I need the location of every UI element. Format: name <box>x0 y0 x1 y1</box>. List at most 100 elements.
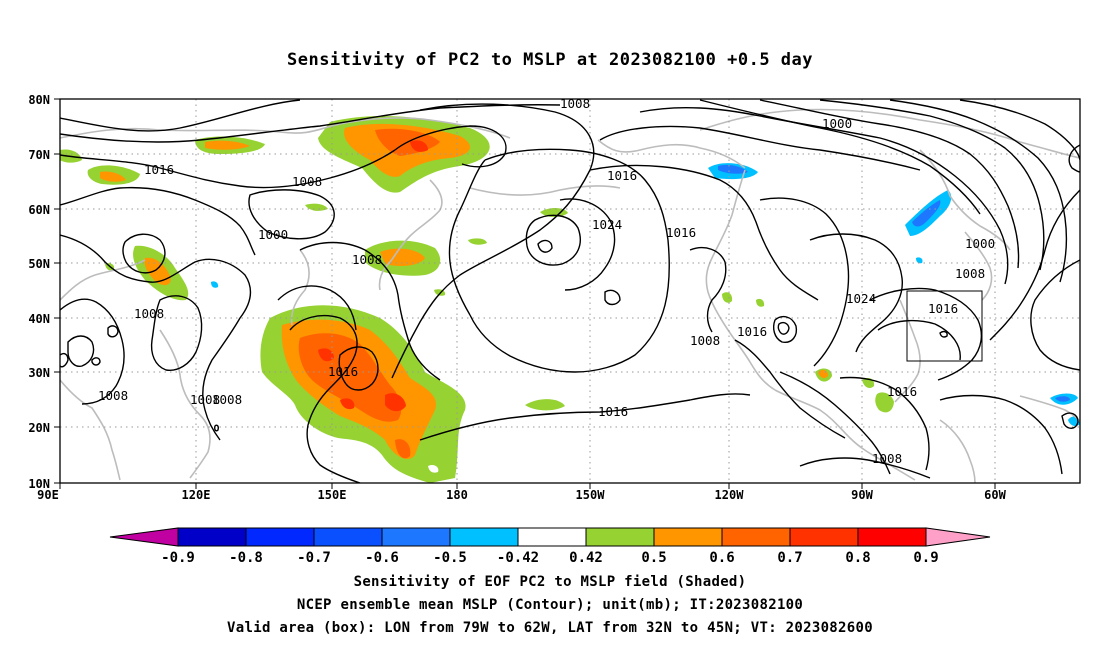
positive-sensitivity-area <box>305 203 328 211</box>
coastline <box>60 117 511 139</box>
isobar <box>60 352 69 368</box>
colorbar-label: 0.9 <box>913 550 938 566</box>
lon-tick-label: 60W <box>984 488 1006 502</box>
colorbar-label: 0.6 <box>709 550 734 566</box>
positive-sensitivity-core <box>100 171 126 182</box>
negative-sensitivity-core <box>912 200 941 227</box>
coastline <box>290 249 310 326</box>
lon-tick-label: 90E <box>37 488 59 502</box>
colorbar-swatch <box>721 527 791 547</box>
contour-label: 1016 <box>607 168 637 183</box>
caption-valid-area: Valid area (box): LON from 79W to 62W, L… <box>227 620 873 636</box>
colorbar-label: -0.6 <box>365 550 399 566</box>
colorbar-swatch <box>517 527 587 547</box>
weak-sensitivity-gap <box>428 464 439 473</box>
colorbar-labels: -0.9 -0.8 -0.7 -0.6 -0.5 -0.42 0.42 0.5 0.6 0.7 0.… <box>161 550 939 566</box>
isobar <box>289 314 361 483</box>
positive-sensitivity-area <box>525 399 565 411</box>
coastline <box>159 329 211 479</box>
lon-tick-label: 120E <box>182 488 211 502</box>
isobar <box>107 325 119 338</box>
contour-label: 1008 <box>190 392 220 407</box>
coastline <box>939 419 976 483</box>
contour-label: 1008 <box>134 306 164 321</box>
colorbar-swatch <box>313 527 383 547</box>
colorbar-arrow-low <box>109 527 179 547</box>
isobar <box>599 125 921 171</box>
mslp-contours <box>60 99 1080 483</box>
lat-tick-label: 30N <box>28 366 50 380</box>
contour-label: 1016 <box>598 404 628 419</box>
colorbar-label: -0.9 <box>161 550 195 566</box>
coastline <box>469 185 621 196</box>
positive-sensitivity-core <box>144 257 171 286</box>
contour-label: 1008 <box>98 388 128 403</box>
isobar <box>299 241 441 381</box>
colorbar-swatch <box>585 527 655 547</box>
lat-tick-label: 60N <box>28 203 50 217</box>
negative-sensitivity-core <box>718 164 748 174</box>
negative-sensitivity-core <box>1055 396 1070 402</box>
positive-sensitivity-area <box>722 292 733 303</box>
isobar <box>773 315 798 343</box>
colorbar-swatch <box>857 527 927 547</box>
contour-label: 1008 <box>872 451 902 466</box>
colorbar-swatch <box>653 527 723 547</box>
colorbar-arrow-high <box>925 527 991 547</box>
peak-sensitivity-area <box>410 140 428 152</box>
contour-labels: 1008 1000 1016 1008 1000 1008 1008 1016 … <box>98 96 995 466</box>
plot-frame <box>59 98 1081 484</box>
coastline <box>699 108 1080 159</box>
sensitivity-shading <box>60 116 1080 483</box>
contour-label: 1008 <box>352 252 382 267</box>
coastline <box>60 259 146 301</box>
coastline <box>774 389 916 481</box>
contour-label: 1000 <box>965 236 995 251</box>
coastline <box>964 231 993 301</box>
isobar <box>1068 144 1080 173</box>
lat-tick-label: 50N <box>28 257 50 271</box>
isobar <box>214 424 219 432</box>
colorbar-label: -0.7 <box>297 550 331 566</box>
colorbar-swatches <box>109 527 991 547</box>
latitude-axis <box>54 98 60 484</box>
isobar <box>67 335 95 367</box>
isobar <box>1030 259 1080 371</box>
isobar <box>819 99 1045 271</box>
lat-tick-label: 20N <box>28 421 50 435</box>
peak-sensitivity-area <box>318 348 334 362</box>
isobar <box>604 289 621 306</box>
colorbar-label: -0.42 <box>497 550 539 566</box>
isobar <box>419 103 595 171</box>
positive-sensitivity-area <box>468 238 487 245</box>
contour-label: 1000 <box>258 227 288 242</box>
lon-tick-label: 180 <box>446 488 468 502</box>
colorbar: -0.9 -0.8 -0.7 -0.6 -0.5 -0.42 0.42 0.5 0.6 0.7 0.… <box>109 527 991 566</box>
isobar <box>150 295 203 371</box>
contour-label: 1008 <box>690 333 720 348</box>
isobar <box>759 197 850 367</box>
isobar <box>779 371 891 475</box>
isobar <box>559 198 616 291</box>
isobar <box>889 99 1068 283</box>
isobar <box>91 357 101 366</box>
map-plot: 1008 1000 1016 1008 1000 1008 1008 1016 … <box>28 93 1081 502</box>
isobar <box>1061 412 1079 429</box>
colorbar-label: 0.8 <box>845 550 870 566</box>
isobar <box>639 106 1009 285</box>
isobar <box>469 148 670 373</box>
lon-tick-label: 90W <box>851 488 873 502</box>
isobar <box>699 99 981 215</box>
lon-tick-label: 120W <box>715 488 745 502</box>
contour-label: 1016 <box>928 301 958 316</box>
isobar <box>60 104 561 143</box>
positive-sensitivity-core <box>205 140 250 150</box>
contour-label: 1016 <box>737 324 767 339</box>
isobar <box>60 298 125 405</box>
isobar <box>394 125 507 168</box>
longitude-axis <box>59 483 996 489</box>
isobar <box>839 376 930 471</box>
isobar <box>759 99 1020 269</box>
lat-tick-label: 10N <box>28 477 50 491</box>
lat-tick-label: 40N <box>28 312 50 326</box>
